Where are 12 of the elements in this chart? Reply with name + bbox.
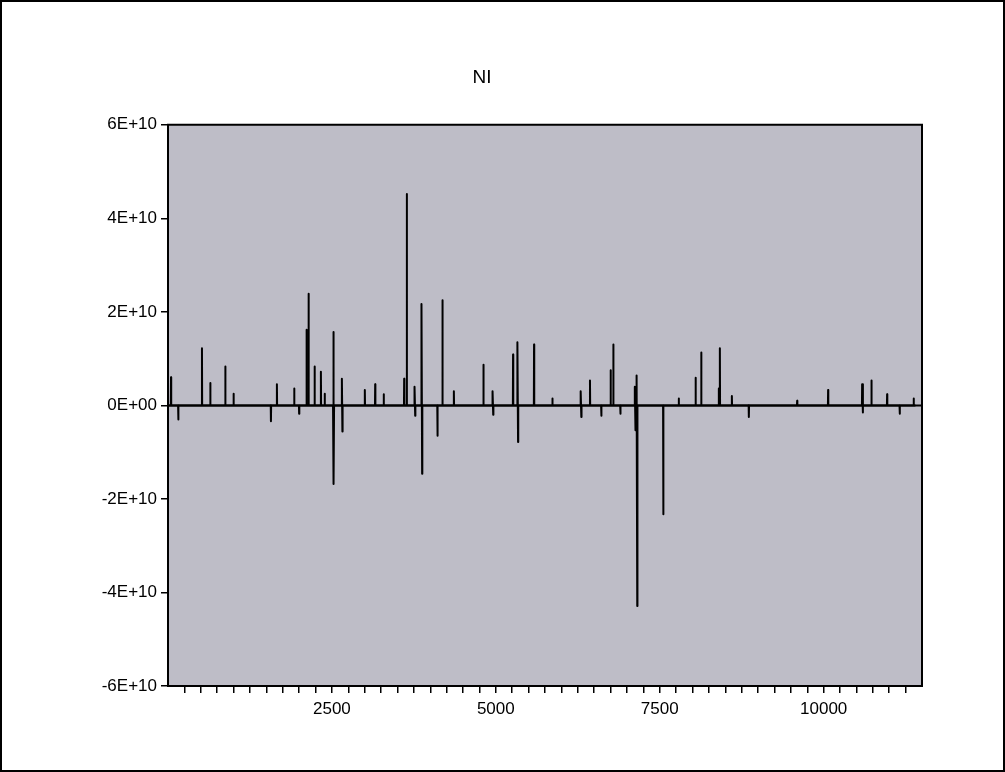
- y-tick-label: -6E+10: [101, 675, 157, 695]
- x-tick-label: 2500: [313, 698, 351, 718]
- x-tick-label: 10000: [800, 698, 848, 718]
- y-tick-label: 2E+10: [107, 301, 157, 321]
- y-tick-label: -4E+10: [101, 582, 157, 602]
- y-tick-label: 6E+10: [107, 114, 157, 134]
- y-tick-label: 4E+10: [107, 208, 157, 228]
- y-tick-label: -2E+10: [101, 488, 157, 508]
- x-tick-label: 7500: [640, 698, 679, 718]
- chart-title: NI: [472, 65, 492, 87]
- x-tick-label: 5000: [476, 698, 515, 718]
- y-tick-label: 0E+00: [107, 395, 157, 415]
